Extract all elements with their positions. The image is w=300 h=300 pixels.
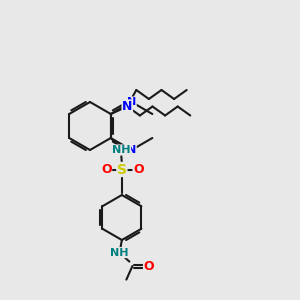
Text: NH: NH [110, 248, 128, 258]
Text: N: N [127, 97, 136, 107]
Text: O: O [101, 163, 112, 176]
Text: S: S [117, 163, 127, 176]
Text: N: N [127, 145, 136, 155]
Text: NH: NH [112, 145, 130, 155]
Text: O: O [133, 163, 144, 176]
Text: O: O [144, 260, 154, 273]
Text: N: N [122, 100, 133, 113]
